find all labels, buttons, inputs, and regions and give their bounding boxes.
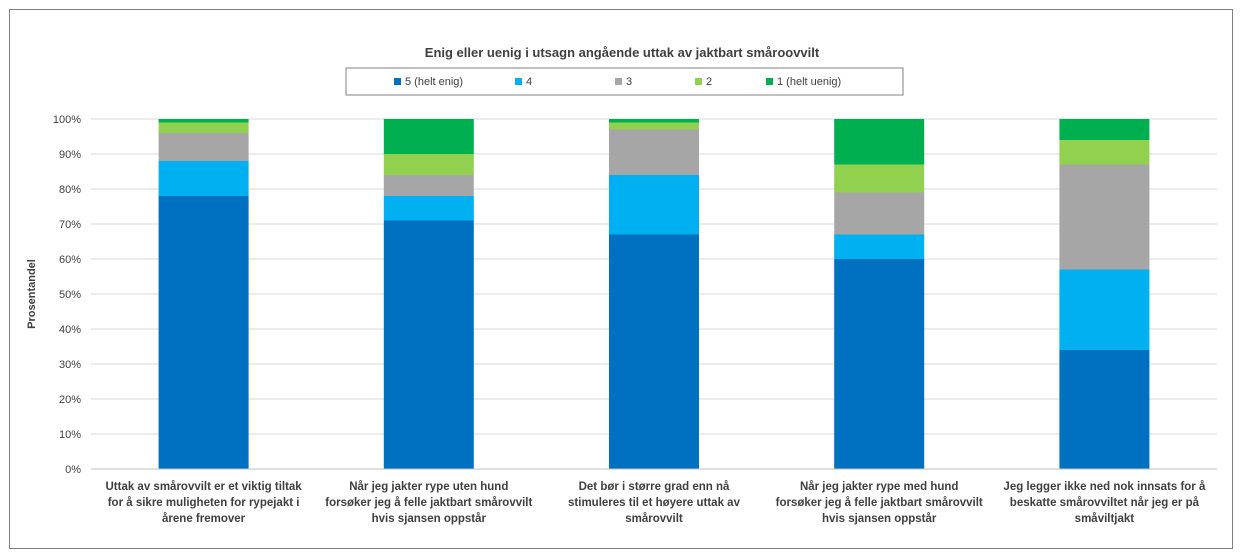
legend-label: 4 [526, 76, 532, 88]
legend-box [345, 67, 904, 96]
bar-segment [383, 196, 474, 221]
bar-segment [1059, 119, 1150, 140]
bar-segment [383, 119, 474, 154]
y-axis-label: Prosentandel [26, 259, 38, 329]
legend-label: 5 (helt enig) [405, 76, 463, 88]
category-label: Det bør i større grad enn nå stimuleres t… [568, 481, 741, 525]
bar-segment [158, 196, 249, 469]
legend-swatch [515, 78, 522, 85]
bar-segment [609, 175, 699, 235]
bar-segment [383, 175, 474, 196]
legend-label: 3 [626, 76, 632, 88]
bar-segment [158, 122, 249, 133]
y-tick-label: 0% [65, 464, 81, 476]
y-tick-label: 80% [59, 184, 81, 196]
y-tick-label: 90% [59, 149, 81, 161]
bar-segment [383, 220, 474, 469]
y-tick-label: 20% [59, 394, 81, 406]
category-label: Når jeg jakter rype med hund forsøker jeg… [776, 481, 983, 525]
bar-segment [1059, 350, 1150, 469]
y-tick-label: 70% [59, 219, 81, 231]
bar-segment [834, 259, 925, 469]
bar-segment [609, 122, 699, 130]
bar-segment [834, 234, 925, 259]
bar-segment [834, 119, 925, 165]
category-label: Jeg legger ikke ned nok innsats for å bes… [1003, 481, 1206, 525]
category-label: Når jeg jakter rype uten hund forsøker je… [325, 481, 532, 525]
legend-swatch [615, 78, 622, 85]
bar-segment [1059, 140, 1150, 165]
bar-segment [834, 164, 925, 193]
bar-segment [609, 119, 699, 123]
category-label: Uttak av smårovvilt er et viktig tiltak f… [105, 481, 302, 525]
bar-segment [609, 129, 699, 175]
chart-frame: Enig eller uenig i utsagn angående uttak… [9, 9, 1233, 549]
y-tick-label: 60% [59, 254, 81, 266]
y-tick-label: 50% [59, 289, 81, 301]
legend: 5 (helt enig) 4 3 2 1 (helt uenig) [345, 67, 904, 96]
bar-segment [158, 133, 249, 161]
bar-segment [383, 154, 474, 175]
bar-segment [1059, 164, 1150, 270]
y-tick-label: 30% [59, 359, 81, 371]
y-axis-tick-labels: 0% 10% 20% 30% 40% 50% 60% 70% 80% 90% 100% [53, 114, 81, 476]
legend-swatch [695, 78, 702, 85]
y-tick-label: 40% [59, 324, 81, 336]
bar-segment [834, 192, 925, 235]
bar-segment [1059, 269, 1150, 350]
chart-title: Enig eller uenig i utsagn angående uttak… [425, 45, 820, 60]
y-tick-label: 100% [53, 114, 81, 126]
stacked-bar-chart: Enig eller uenig i utsagn angående uttak… [26, 45, 1217, 525]
legend-swatch [766, 78, 773, 85]
bar-segment [158, 119, 249, 123]
legend-swatch [394, 78, 401, 85]
bar-segment [609, 234, 699, 469]
bars [158, 119, 1150, 469]
category-labels: Uttak av smårovvilt er et viktig tiltak f… [105, 481, 1205, 525]
bar-segment [158, 161, 249, 196]
y-tick-label: 10% [59, 429, 81, 441]
legend-label: 2 [706, 76, 712, 88]
legend-label: 1 (helt uenig) [777, 76, 841, 88]
